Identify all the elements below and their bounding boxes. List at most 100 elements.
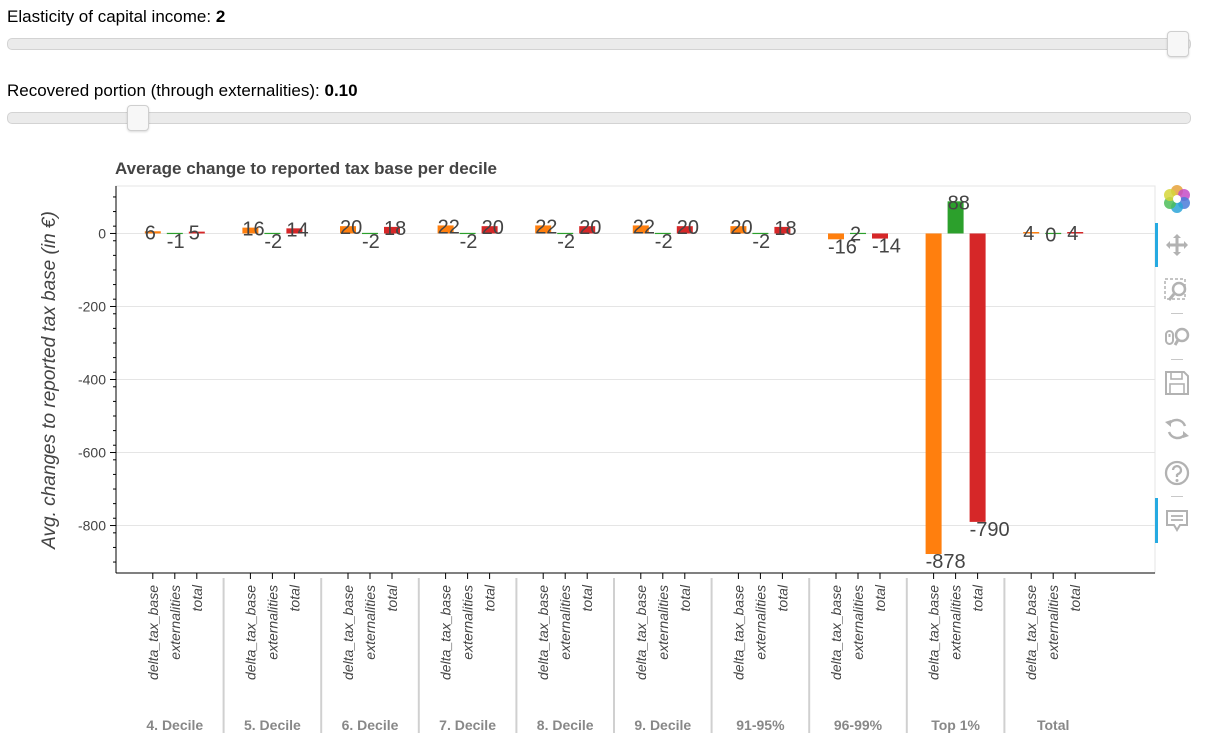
bar-delta_tax_base (242, 227, 259, 234)
recovered-slider[interactable] (7, 105, 1191, 131)
pan-tool-icon[interactable] (1162, 230, 1192, 260)
hover-active-indicator (1155, 498, 1158, 543)
x-subcategory-label: total (774, 584, 790, 611)
hover-tool-icon[interactable] (1162, 506, 1192, 536)
bar-delta_tax_base (730, 226, 747, 234)
bar-externalities (264, 232, 281, 235)
bar-delta_tax_base (144, 231, 161, 234)
bar-delta_tax_base (340, 226, 356, 234)
data-label: -2 (655, 231, 673, 253)
y-tick-label: 0 (98, 225, 106, 241)
elasticity-slider-handle[interactable] (1167, 31, 1189, 57)
bar-total (481, 226, 498, 234)
bokeh-logo-icon (1162, 184, 1192, 214)
pan-active-indicator (1155, 223, 1158, 267)
x-group-label: 5. Decile (244, 717, 301, 733)
x-subcategory-label: externalities (948, 585, 964, 660)
bar-delta_tax_base (632, 225, 649, 234)
data-label: 6 (145, 222, 156, 244)
bar-externalities (1045, 232, 1062, 235)
data-label: 18 (384, 218, 406, 240)
y-tick-label: -600 (78, 445, 106, 461)
data-label: -2 (362, 231, 380, 253)
box-zoom-tool-icon[interactable] (1162, 276, 1192, 306)
recovered-value: 0.10 (324, 81, 358, 100)
x-subcategory-label: delta_tax_base (1023, 585, 1039, 680)
x-subcategory-label: delta_tax_base (242, 585, 258, 680)
data-label: 20 (579, 217, 601, 239)
toolbar-divider (1171, 313, 1183, 314)
x-subcategory-label: externalities (850, 585, 866, 660)
help-tool-icon[interactable] (1162, 458, 1192, 488)
axes: 0 -200 -400 -600 -800 delta_tax_base externali… (78, 186, 1155, 733)
x-group-label: 91-95% (736, 717, 785, 733)
x-subcategory-label: delta_tax_base (730, 585, 746, 680)
x-group-label: 8. Decile (537, 717, 594, 733)
x-subcategory-label: total (872, 584, 888, 611)
bar-total (1067, 232, 1084, 234)
bar-total (969, 233, 986, 522)
x-subcategory-label: externalities (167, 585, 183, 660)
x-group-label: 6. Decile (342, 717, 399, 733)
x-group-label: 4. Decile (146, 717, 203, 733)
bar-delta_tax_base (437, 225, 454, 234)
x-group-label: 96-99% (834, 717, 883, 733)
toolbar-divider (1171, 496, 1183, 497)
data-label: 14 (286, 219, 308, 241)
x-subcategory-label: externalities (752, 585, 768, 660)
data-label: 20 (340, 217, 362, 239)
bar-total (774, 226, 791, 234)
bar-externalities (752, 232, 769, 235)
data-label: 22 (438, 216, 460, 238)
x-group-label: Total (1037, 717, 1069, 733)
x-subcategory-label: total (579, 584, 595, 611)
bar-delta_tax_base (925, 233, 942, 555)
x-subcategory-label: total (677, 584, 693, 611)
elasticity-slider[interactable] (7, 31, 1191, 57)
data-label: 2 (850, 224, 861, 246)
data-label: 0 (1045, 224, 1056, 246)
data-label: 22 (535, 216, 557, 238)
data-label: -1 (167, 231, 185, 253)
x-group-label: Top 1% (931, 717, 980, 733)
bar-externalities (654, 232, 671, 235)
x-subcategory-label: total (970, 584, 986, 611)
bar-delta_tax_base (1023, 232, 1040, 234)
bars (144, 201, 1084, 555)
data-labels: 6 -1 5 16-214 20-218 22-220 22-220 22-220 20-218… (145, 192, 1079, 573)
y-axis-label: Avg. changes to reported tax base (in €) (39, 211, 60, 550)
elasticity-slider-label: Elasticity of capital income: 2 (7, 7, 225, 27)
recovered-slider-handle[interactable] (126, 105, 149, 131)
x-subcategory-label: delta_tax_base (438, 585, 454, 680)
bar-externalities (362, 232, 378, 235)
y-tick-label: -400 (78, 372, 106, 388)
elasticity-label-text: Elasticity of capital income: (7, 7, 216, 26)
bar-externalities (850, 232, 866, 235)
data-label: -2 (264, 231, 282, 253)
bar-delta_tax_base (828, 233, 844, 240)
data-label: 16 (242, 219, 264, 241)
data-label: 4 (1023, 223, 1034, 245)
x-subcategory-label: total (286, 584, 302, 611)
wheel-zoom-tool-icon[interactable] (1162, 322, 1192, 352)
data-label: 5 (189, 223, 200, 245)
data-label: -14 (872, 236, 901, 258)
data-label: 20 (677, 217, 699, 239)
bar-total (384, 226, 400, 234)
bar-total (872, 233, 888, 239)
recovered-slider-label: Recovered portion (through externalities… (7, 81, 358, 101)
reset-tool-icon[interactable] (1162, 414, 1192, 444)
x-subcategory-label: total (384, 584, 400, 611)
bar-total (579, 226, 596, 234)
x-subcategory-label: externalities (655, 585, 671, 660)
data-label: 20 (730, 217, 752, 239)
data-label: 18 (774, 218, 796, 240)
x-group-label: 7. Decile (439, 717, 496, 733)
data-label: -16 (828, 236, 857, 258)
bar-total (676, 226, 693, 234)
bar-delta_tax_base (535, 225, 552, 234)
toolbar-divider (1171, 359, 1183, 360)
save-tool-icon[interactable] (1162, 368, 1192, 398)
data-label: -2 (460, 231, 478, 253)
